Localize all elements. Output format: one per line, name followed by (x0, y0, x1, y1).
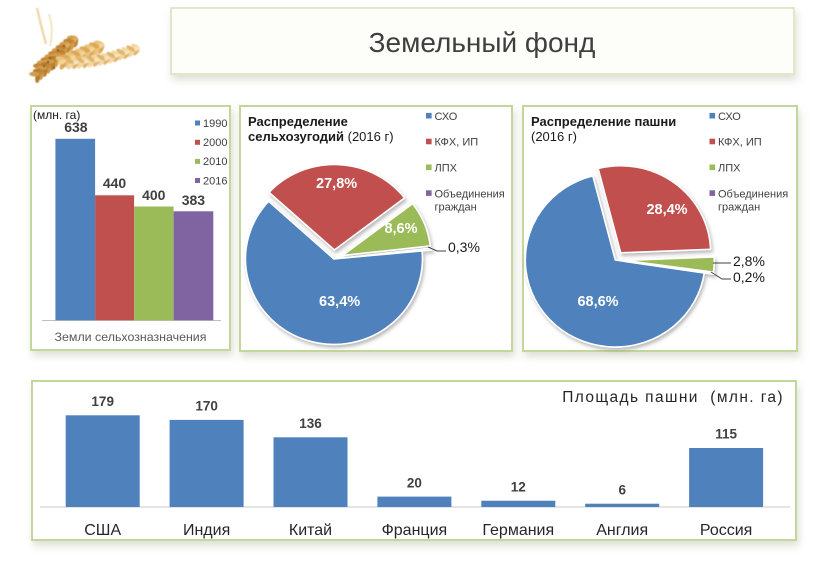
svg-text:Объединения: Объединения (435, 188, 505, 200)
svg-text:63,4%: 63,4% (319, 294, 360, 310)
svg-text:0,2%: 0,2% (733, 269, 765, 285)
svg-text:2016: 2016 (203, 175, 227, 187)
svg-text:2,8%: 2,8% (733, 253, 765, 269)
svg-text:КФХ, ИП: КФХ, ИП (718, 137, 762, 149)
svg-text:Россия: Россия (700, 522, 752, 539)
svg-text:20: 20 (407, 476, 422, 491)
svg-text:США: США (84, 522, 121, 539)
svg-text:Индия: Индия (183, 522, 230, 539)
svg-text:граждан: граждан (435, 201, 477, 213)
svg-text:Германия: Германия (482, 522, 554, 539)
svg-text:28,4%: 28,4% (646, 202, 687, 218)
svg-text:ЛПХ: ЛПХ (718, 163, 741, 175)
svg-text:170: 170 (195, 399, 218, 414)
svg-text:Площадь пашни (млн. га): Площадь пашни (млн. га) (562, 389, 784, 406)
svg-text:400: 400 (142, 187, 166, 203)
svg-text:КФХ, ИП: КФХ, ИП (435, 137, 479, 149)
svg-text:граждан: граждан (718, 201, 760, 213)
svg-text:27,8%: 27,8% (316, 176, 357, 192)
svg-text:440: 440 (103, 175, 127, 191)
svg-text:12: 12 (511, 480, 526, 495)
svg-text:СХО: СХО (435, 111, 458, 123)
svg-text:638: 638 (64, 119, 88, 135)
svg-text:ЛПХ: ЛПХ (435, 163, 458, 175)
svg-text:179: 179 (91, 394, 114, 409)
svg-text:0,3%: 0,3% (448, 239, 480, 255)
svg-text:6: 6 (618, 483, 626, 498)
svg-text:Земельный фонд: Земельный фонд (369, 27, 596, 58)
svg-text:383: 383 (182, 192, 206, 208)
svg-text:Англия: Англия (596, 522, 648, 539)
svg-text:136: 136 (299, 416, 322, 431)
svg-text:(2016 г): (2016 г) (531, 129, 577, 144)
svg-text:115: 115 (715, 427, 737, 442)
svg-text:1990: 1990 (203, 118, 227, 130)
svg-text:68,6%: 68,6% (577, 294, 618, 310)
svg-text:Земли сельхозназначения: Земли сельхозназначения (55, 330, 207, 344)
svg-text:СХО: СХО (718, 111, 741, 123)
svg-text:2000: 2000 (203, 137, 227, 149)
svg-text:Франция: Франция (382, 522, 448, 539)
svg-text:(млн. га): (млн. га) (33, 108, 80, 122)
svg-text:Объединения: Объединения (718, 188, 788, 200)
svg-text:Распределение: Распределение (248, 114, 348, 129)
svg-text:2010: 2010 (203, 156, 227, 168)
svg-text:сельхозугодий (2016 г): сельхозугодий (2016 г) (248, 129, 394, 144)
svg-text:Распределение пашни: Распределение пашни (531, 114, 676, 129)
svg-text:8,6%: 8,6% (384, 221, 417, 237)
svg-text:Китай: Китай (289, 522, 332, 539)
